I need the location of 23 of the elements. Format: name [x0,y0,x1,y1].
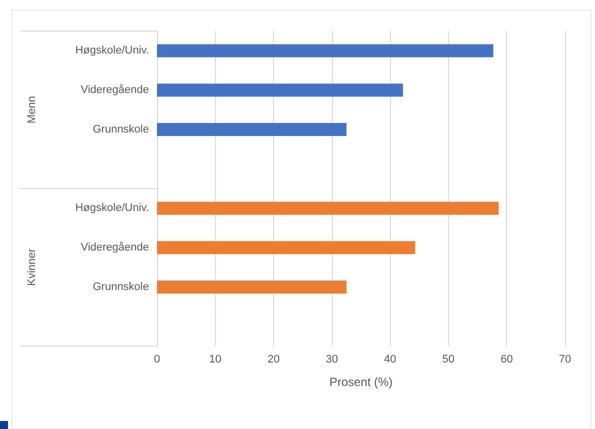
bar [157,122,346,136]
text: Menn [26,96,38,124]
x-tick-label: 70 [558,354,572,366]
y-tick-label: Grunnskole [92,123,149,136]
bar [157,44,494,58]
y-tick-label: Høgskole/Univ. [75,44,149,57]
x-tick-label: 20 [267,354,280,366]
x-tick-label: 30 [326,354,338,366]
x-tick-label: 10 [209,354,222,366]
y-tick-label: Grunnskole [92,280,149,293]
text: Kvinner [26,248,38,286]
bar [157,280,346,294]
x-tick-label: 60 [500,354,513,366]
y-tick-label: Videregående [80,84,149,96]
bar [157,84,403,97]
x-axis-title: Prosent (%) [329,375,393,389]
x-tick-label: 50 [442,354,455,366]
bar [157,202,499,215]
x-tick-label: 0 [154,354,160,366]
y-tick-label: Høgskole/Univ. [75,202,149,214]
y-tick-label: Videregående [80,242,149,254]
bar [157,241,416,254]
x-tick-label: 40 [384,354,396,366]
